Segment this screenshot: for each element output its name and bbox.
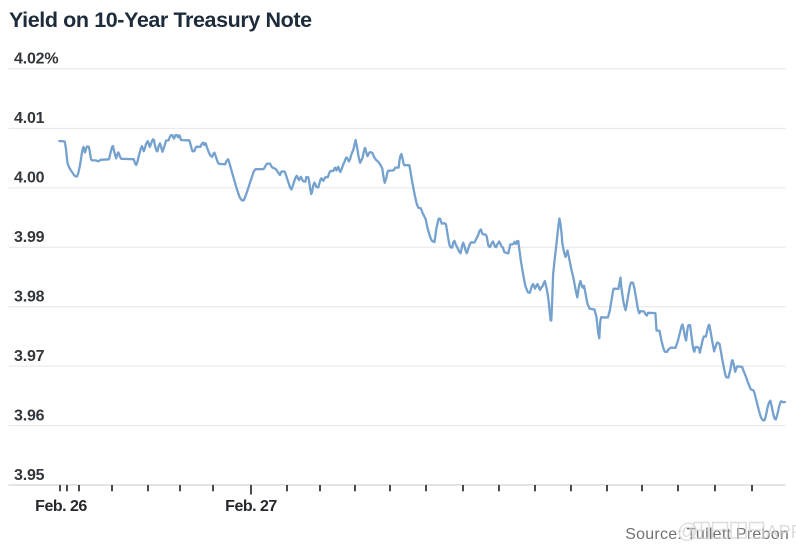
- svg-text:3.97: 3.97: [14, 348, 45, 365]
- svg-text:Feb. 27: Feb. 27: [225, 498, 277, 515]
- svg-text:4.02%: 4.02%: [14, 51, 58, 68]
- svg-text:3.95: 3.95: [14, 467, 45, 484]
- svg-text:Source: Tullett Prebon: Source: Tullett Prebon: [625, 526, 789, 543]
- svg-text:4.01: 4.01: [14, 110, 45, 127]
- svg-text:3.96: 3.96: [14, 407, 45, 424]
- svg-text:APP: APP: [766, 521, 796, 542]
- svg-text:3.98: 3.98: [14, 289, 45, 306]
- svg-text:3.99: 3.99: [14, 229, 45, 246]
- svg-text:@: @: [677, 520, 698, 543]
- svg-text:Yield on 10-Year Treasury Note: Yield on 10-Year Treasury Note: [9, 8, 312, 32]
- svg-text:4.00: 4.00: [14, 170, 45, 187]
- svg-text:Feb. 26: Feb. 26: [35, 498, 87, 515]
